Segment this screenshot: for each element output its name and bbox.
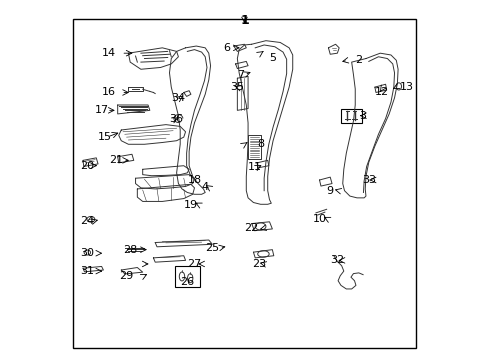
Text: 29: 29 bbox=[119, 271, 133, 282]
Text: 11: 11 bbox=[247, 162, 262, 172]
Text: 33: 33 bbox=[362, 175, 376, 185]
Text: 22: 22 bbox=[244, 223, 258, 233]
Text: 19: 19 bbox=[183, 200, 198, 210]
Text: 14: 14 bbox=[102, 48, 116, 58]
Text: 16: 16 bbox=[102, 87, 115, 98]
Text: 25: 25 bbox=[205, 243, 219, 253]
Text: 36: 36 bbox=[169, 114, 183, 124]
Text: 18: 18 bbox=[187, 175, 201, 185]
Text: 7: 7 bbox=[237, 69, 244, 80]
Text: 3: 3 bbox=[358, 111, 365, 121]
Text: 26: 26 bbox=[180, 277, 194, 287]
Text: 20: 20 bbox=[80, 161, 94, 171]
Text: 24: 24 bbox=[80, 216, 94, 226]
Text: 31: 31 bbox=[80, 266, 94, 276]
Text: 13: 13 bbox=[399, 82, 413, 92]
Text: 30: 30 bbox=[80, 248, 94, 258]
Text: 28: 28 bbox=[123, 245, 137, 255]
Text: 8: 8 bbox=[257, 139, 264, 149]
Text: 27: 27 bbox=[187, 259, 201, 269]
Text: 9: 9 bbox=[326, 186, 333, 196]
Text: 10: 10 bbox=[312, 214, 325, 224]
Text: 1: 1 bbox=[240, 14, 248, 27]
Text: 12: 12 bbox=[374, 87, 388, 97]
Text: 2: 2 bbox=[354, 55, 362, 65]
Bar bbox=[340, 109, 362, 123]
Text: 15: 15 bbox=[98, 132, 112, 142]
Text: 23: 23 bbox=[251, 259, 265, 269]
Text: 32: 32 bbox=[329, 255, 344, 265]
Text: 17: 17 bbox=[94, 105, 108, 115]
Text: 21: 21 bbox=[108, 156, 122, 165]
Text: 35: 35 bbox=[230, 82, 244, 92]
Text: 4: 4 bbox=[201, 182, 208, 192]
Text: 5: 5 bbox=[269, 53, 276, 63]
Bar bbox=[175, 266, 200, 287]
Text: 6: 6 bbox=[223, 43, 229, 53]
Text: 34: 34 bbox=[171, 93, 185, 103]
